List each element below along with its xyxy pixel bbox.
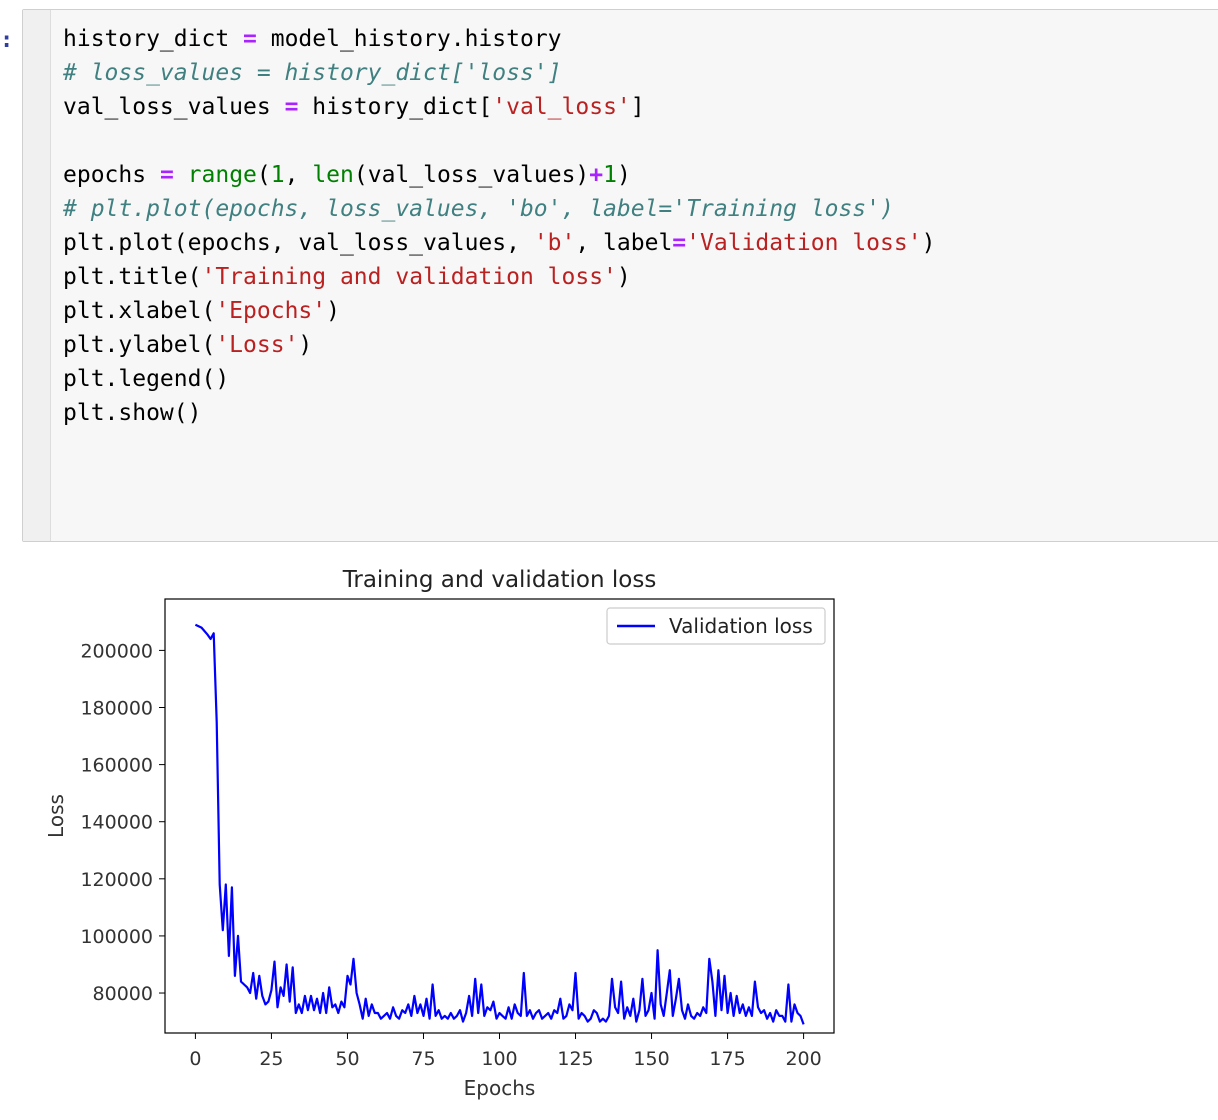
code-token: = [284,94,299,120]
y-tick-label: 200000 [80,640,153,662]
y-tick-label: 140000 [80,812,153,834]
code-token: ) [298,332,313,358]
code-token: ( [256,162,271,188]
code-line: # plt.plot(epochs, loss_values, 'bo', la… [63,192,1218,226]
code-token: range [187,162,257,188]
code-token: plt.plot(epochs, val_loss_values, [63,230,534,256]
x-tick-label: 0 [189,1048,201,1070]
code-token: 'val_loss' [492,94,631,120]
y-tick-label: 120000 [80,869,153,891]
code-token: epochs [63,162,160,188]
code-token: + [589,162,604,188]
code-token: 1 [270,162,285,188]
code-token: 'Epochs' [215,298,327,324]
code-token: , [284,162,313,188]
x-axis-label: Epochs [464,1076,536,1100]
x-tick-label: 100 [481,1048,517,1070]
code-token: val_loss_values [63,94,285,120]
y-tick-label: 180000 [80,698,153,720]
x-tick-label: 25 [259,1048,283,1070]
code-token: len [312,162,354,188]
code-token: ) [616,264,631,290]
y-tick-label: 100000 [80,926,153,948]
code-line: plt.title('Training and validation loss'… [63,260,1218,294]
cell-prompt: : [0,28,14,53]
code-token: plt.title( [63,264,202,290]
code-line: plt.xlabel('Epochs') [63,294,1218,328]
code-editor[interactable]: history_dict = model_history.history # lo… [63,22,1218,430]
x-tick-label: 200 [785,1048,821,1070]
code-token: 'Training and validation loss' [201,264,617,290]
legend-box [606,607,826,645]
code-token: # loss_values = history_dict['loss'] [63,60,562,86]
code-token: = [672,230,687,256]
code-line: val_loss_values = history_dict['val_loss… [63,90,1218,124]
code-token: = [159,162,174,188]
series-line-validation-loss [194,623,805,1025]
code-token: 'Loss' [215,332,299,358]
code-token: plt.xlabel( [63,298,216,324]
code-line: plt.legend() [63,362,1218,396]
code-token: history_dict [63,26,244,52]
x-tick-label: 175 [709,1048,745,1070]
x-tick-label: 125 [557,1048,593,1070]
x-tick-label: 50 [335,1048,359,1070]
code-token: plt.legend() [63,366,230,392]
code-token: 1 [603,162,617,188]
code-token: plt.show() [63,400,202,426]
code-token: (val_loss_values) [353,162,590,188]
cell-gutter [23,10,51,541]
y-axis-label: Loss [44,794,68,838]
code-token: model_history.history [256,26,562,52]
code-token [174,162,188,188]
code-token: plt.ylabel( [63,332,216,358]
code-token: = [243,26,257,52]
code-line: plt.show() [63,396,1218,430]
x-tick-label: 75 [411,1048,435,1070]
y-tick-label: 160000 [80,755,153,777]
code-line: # loss_values = history_dict['loss'] [63,56,1218,90]
code-token: , label [575,230,673,256]
code-token: history_dict[ [298,94,493,120]
y-tick-label: 80000 [93,983,153,1005]
code-line: plt.ylabel('Loss') [63,328,1218,362]
code-token: 'Validation loss' [686,230,922,256]
code-token: 'b' [533,230,576,256]
code-cell[interactable]: history_dict = model_history.history # lo… [22,9,1218,542]
code-token: ) [921,230,936,256]
code-token: ] [630,94,645,120]
code-token: # plt.plot(epochs, loss_values, 'bo', la… [63,196,894,222]
code-line: plt.plot(epochs, val_loss_values, 'b', l… [63,226,1218,260]
legend-label: Validation loss [669,614,813,638]
code-line: epochs = range(1, len(val_loss_values)+1… [63,158,1218,192]
x-tick-label: 150 [633,1048,669,1070]
code-line: history_dict = model_history.history [63,22,1218,56]
code-token: ) [326,298,340,324]
code-line [63,124,1218,158]
axes-frame [164,598,835,1034]
cell-output: Training and validation loss 0 25 50 75 100 12… [0,550,1218,1120]
code-token: ) [617,162,631,188]
chart-title: Training and validation loss [342,567,657,593]
loss-plot: Training and validation loss 0 25 50 75 100 12… [44,567,835,1100]
